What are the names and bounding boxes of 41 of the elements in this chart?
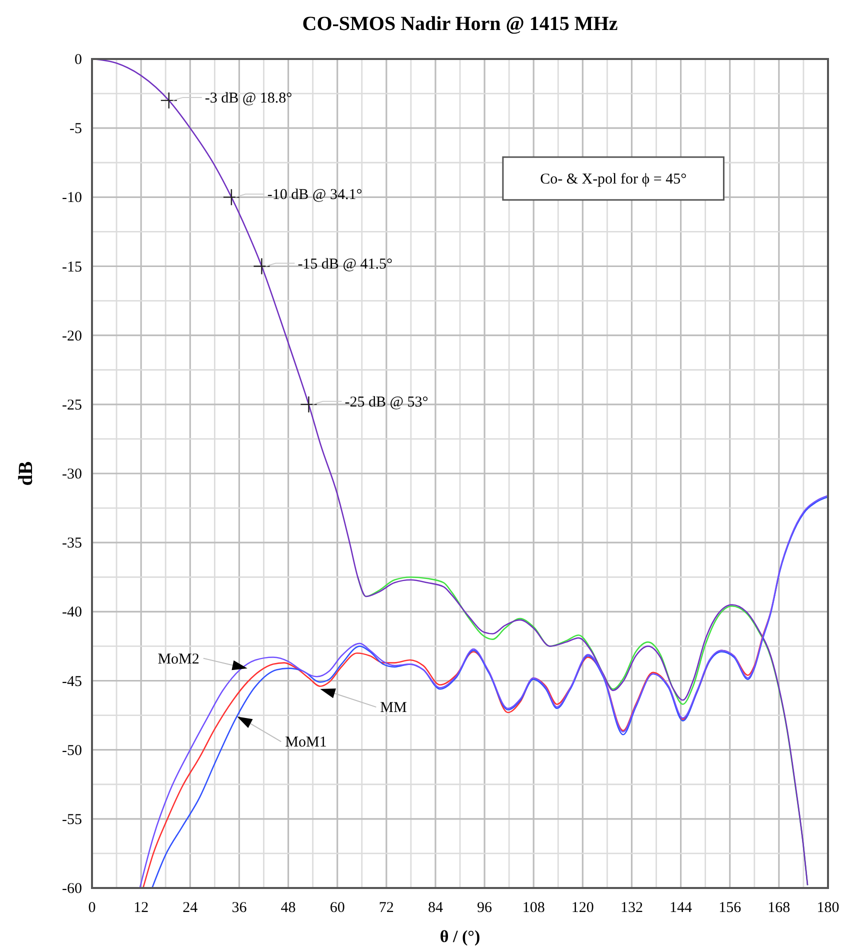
y-tick-label: -50 <box>62 742 82 759</box>
x-tick-label: 96 <box>477 900 493 916</box>
annotation: -15 dB @ 41.5° <box>298 256 392 272</box>
y-tick-label: -60 <box>62 881 82 897</box>
y-tick-label: -25 <box>62 397 82 414</box>
x-tick-label: 132 <box>620 900 643 916</box>
annotation: -3 dB @ 18.8° <box>204 90 292 106</box>
annotation: -25 dB @ 53° <box>344 394 428 410</box>
x-axis-title: θ / (°) <box>440 927 480 946</box>
y-tick-label: -55 <box>62 812 82 828</box>
x-tick-label: 48 <box>280 900 296 916</box>
x-tick-label: 144 <box>670 900 693 916</box>
x-tick-label: 24 <box>182 900 198 916</box>
annotation: MoM1 <box>285 734 327 751</box>
x-tick-label: 168 <box>768 900 790 916</box>
y-tick-label: -45 <box>62 674 82 690</box>
y-tick-label: -40 <box>62 604 82 621</box>
x-tick-label: 156 <box>718 900 742 916</box>
x-tick-label: 108 <box>522 900 545 916</box>
x-tick-label: 180 <box>816 900 840 916</box>
y-tick-label: -35 <box>62 536 82 552</box>
annotation: -10 dB @ 34.1° <box>267 187 362 204</box>
x-tick-label: 84 <box>428 900 444 916</box>
y-tick-label: -5 <box>70 121 82 138</box>
y-tick-label: -20 <box>62 328 82 344</box>
annotation: MM <box>380 700 407 716</box>
x-tick-label: 120 <box>571 900 594 916</box>
y-tick-label: 0 <box>74 52 82 68</box>
annotation: MoM2 <box>158 651 200 668</box>
x-tick-label: 0 <box>88 900 96 916</box>
x-tick-label: 36 <box>232 900 248 916</box>
y-tick-label: -30 <box>62 466 82 482</box>
chart-title: CO-SMOS Nadir Horn @ 1415 MHz <box>302 13 618 35</box>
x-tick-label: 60 <box>330 900 345 916</box>
y-axis-title: dB <box>15 461 37 486</box>
text-box: Co- & X-pol for ϕ = 45° <box>502 156 724 201</box>
y-tick-label: -10 <box>62 190 82 206</box>
annotation: Co- & X-pol for ϕ = 45° <box>540 172 687 188</box>
y-tick-label: -15 <box>62 259 82 276</box>
x-tick-label: 12 <box>134 900 149 916</box>
x-tick-label: 72 <box>378 900 394 916</box>
